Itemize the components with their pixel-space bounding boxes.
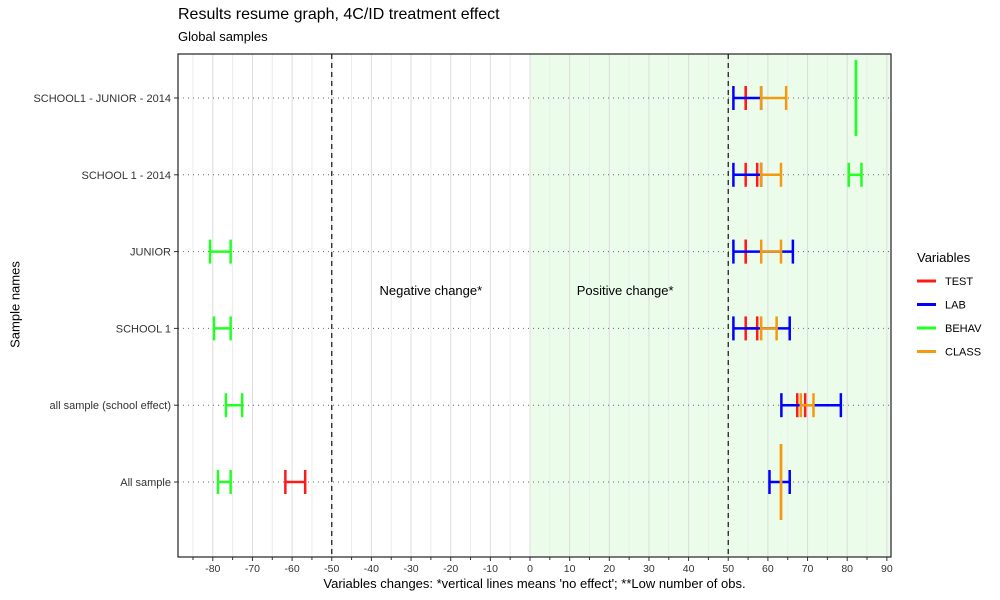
legend-label: LAB: [945, 300, 966, 312]
y-tick-label: JUNIOR: [130, 247, 171, 259]
x-tick-label: -80: [205, 563, 220, 575]
x-tick-label: -30: [403, 563, 418, 575]
x-tick-label: -70: [245, 563, 260, 575]
x-tick-label: 30: [643, 563, 655, 575]
y-tick-label: SCHOOL 1 - 2014: [82, 170, 171, 182]
errorbar-class: [759, 86, 788, 110]
annotation: Positive change*: [577, 283, 674, 298]
plot-border: [177, 53, 892, 558]
y-tick-label: SCHOOL1 - JUNIOR - 2014: [33, 93, 171, 105]
y-tick-label: All sample: [120, 477, 171, 489]
chart-subtitle: Global samples: [178, 29, 268, 44]
x-tick-label: -50: [324, 563, 339, 575]
y-tick-label: all sample (school effect): [50, 400, 171, 412]
annotation: Negative change*: [380, 283, 483, 298]
legend-label: CLASS: [945, 347, 981, 359]
errorbar-class: [759, 239, 783, 264]
positive-region: [530, 54, 891, 557]
x-tick-label: 0: [527, 563, 533, 575]
y-tick-label: SCHOOL 1: [116, 323, 171, 335]
x-tick-label: 50: [722, 563, 734, 575]
legend-title: Variables: [917, 250, 971, 265]
x-tick-label: 80: [841, 563, 853, 575]
x-tick-label: 90: [881, 563, 893, 575]
errorbar-class: [759, 316, 778, 341]
x-tick-label: 40: [683, 563, 695, 575]
x-tick-label: 10: [564, 563, 576, 575]
errorbar-class: [799, 393, 815, 418]
x-tick-label: -40: [364, 563, 379, 575]
x-tick-label: 70: [802, 563, 814, 575]
errorbar-lab: [768, 470, 791, 494]
x-tick-label: -20: [443, 563, 458, 575]
legend-label: BEHAV: [945, 323, 982, 335]
x-tick-label: 60: [762, 563, 774, 575]
errorbar-behav: [224, 393, 244, 418]
x-tick-label: -60: [285, 563, 300, 575]
errorbar-behav: [847, 162, 863, 187]
chart-title: Results resume graph, 4C/ID treatment ef…: [178, 6, 500, 23]
x-tick-label: -10: [483, 563, 498, 575]
x-tick-label: 20: [603, 563, 615, 575]
errorbar-test: [284, 470, 307, 494]
errorbar-behav: [212, 316, 232, 341]
errorbar-behav: [208, 239, 232, 264]
errorbar-behav: [216, 470, 232, 494]
x-axis-label: Variables changes: *vertical lines means…: [323, 576, 746, 591]
errorbar-class: [759, 162, 783, 187]
legend-label: TEST: [945, 276, 973, 288]
